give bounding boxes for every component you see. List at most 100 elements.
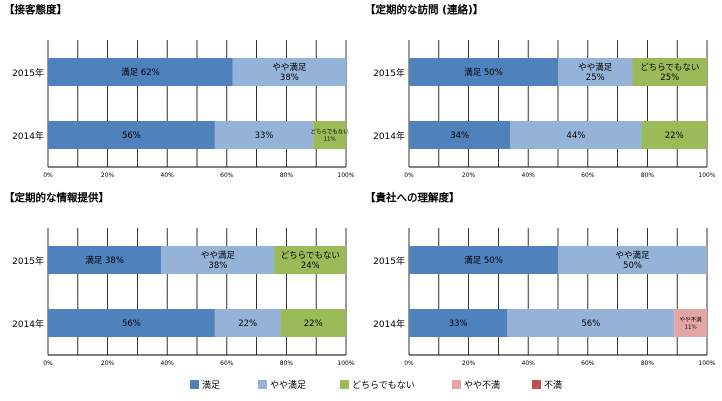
bar-segment xyxy=(510,121,642,149)
x-tick-label: 40% xyxy=(522,360,536,367)
legend-item-somewhat-dissatisfied: やや不満 xyxy=(452,380,500,392)
category-label: 2014年 xyxy=(12,130,44,142)
x-tick-label: 0% xyxy=(404,172,414,179)
legend-item-satisfied: 満足 xyxy=(190,380,220,392)
chart-title: 【接客態度】 xyxy=(4,4,67,16)
data-label: 満足 50% xyxy=(464,68,503,78)
legend-item-somewhat-satisfied: やや満足 xyxy=(258,380,306,392)
data-label: 56% xyxy=(581,319,600,329)
bar-segment xyxy=(48,58,233,86)
x-tick-label: 60% xyxy=(220,172,234,179)
x-tick-label: 40% xyxy=(161,360,175,367)
data-label: 満足 38% xyxy=(85,256,124,266)
chart-panel-customer-service: 【接客態度】 0% 20% 40% 60% 80% 100% 2015年 2014年 満足 62… xyxy=(0,0,361,190)
legend-item-dissatisfied: 不満 xyxy=(532,380,562,392)
legend-swatch xyxy=(340,380,349,389)
x-tick-label: 60% xyxy=(581,172,595,179)
bar-segment xyxy=(48,309,215,337)
data-label: 56% xyxy=(122,131,141,141)
legend-label: どちらでもない xyxy=(352,381,415,391)
bar-segment xyxy=(558,58,633,86)
x-tick-label: 40% xyxy=(522,172,536,179)
data-label: やや満足 xyxy=(578,63,613,73)
data-label: やや不満 xyxy=(680,315,703,323)
bar-segment xyxy=(632,58,707,86)
bar-segment xyxy=(409,309,508,337)
chart-title: 【定期的な情報提供】 xyxy=(4,192,109,204)
data-label: どちらでもない xyxy=(310,127,349,135)
data-label: 満足 50% xyxy=(464,256,503,266)
data-label: 11% xyxy=(684,324,696,330)
data-label: 44% xyxy=(566,131,585,141)
bar-segment xyxy=(274,246,346,274)
legend-label: 不満 xyxy=(544,381,563,391)
bar-segment xyxy=(48,121,215,149)
bar-segment xyxy=(161,246,275,274)
category-label: 2015年 xyxy=(373,255,405,267)
x-tick-label: 100% xyxy=(337,172,354,179)
data-label: 22% xyxy=(304,319,323,329)
data-label: 22% xyxy=(665,131,684,141)
chart-title: 【貴社への理解度】 xyxy=(365,192,460,204)
data-label: 25% xyxy=(660,73,679,83)
chart-svg: 0% 20% 40% 60% 80% 100% 2015年 2014年 満足 38% やや満足38… xyxy=(12,228,355,367)
x-tick-label: 20% xyxy=(101,172,115,179)
x-tick-label: 20% xyxy=(462,360,476,367)
category-label: 2015年 xyxy=(373,67,405,79)
data-label: 24% xyxy=(301,261,320,271)
bar-segment xyxy=(507,309,675,337)
x-tick-label: 100% xyxy=(337,360,354,367)
data-label: 満足 62% xyxy=(121,68,160,78)
bar-segment xyxy=(313,121,346,149)
x-tick-label: 60% xyxy=(581,360,595,367)
data-label: 11% xyxy=(323,136,335,142)
x-tick-label: 80% xyxy=(280,172,294,179)
x-tick-label: 100% xyxy=(698,360,715,367)
bar-segment xyxy=(214,121,314,149)
data-label: やや満足 xyxy=(272,63,307,73)
legend-swatch xyxy=(452,380,461,389)
data-label: 56% xyxy=(122,319,141,329)
data-label: どちらでもない xyxy=(281,251,340,261)
data-label: 22% xyxy=(238,319,257,329)
x-tick-label: 0% xyxy=(404,360,414,367)
legend-swatch xyxy=(532,380,541,389)
chart-legend: 満足 やや満足 どちらでもない やや不満 不満 xyxy=(0,376,722,396)
bar-segment xyxy=(409,121,511,149)
chart-svg: 0% 20% 40% 60% 80% 100% 2015年 2014年 満足 62% やや満足38… xyxy=(12,40,355,179)
x-tick-label: 60% xyxy=(220,360,234,367)
data-label: 25% xyxy=(586,73,605,83)
x-tick-label: 100% xyxy=(698,172,715,179)
data-label: やや満足 xyxy=(201,251,236,261)
bar-segment xyxy=(409,246,558,274)
data-label: 38% xyxy=(280,73,299,83)
category-label: 2015年 xyxy=(12,255,44,267)
chart-title: 【定期的な訪問 (連絡)】 xyxy=(365,4,484,16)
bar-segment xyxy=(232,58,346,86)
bar-segment xyxy=(641,121,707,149)
bar-segment xyxy=(409,58,558,86)
x-tick-label: 80% xyxy=(641,360,655,367)
legend-label: やや満足 xyxy=(270,381,307,391)
data-label: 34% xyxy=(450,131,469,141)
data-label: 50% xyxy=(623,261,642,271)
category-label: 2014年 xyxy=(373,130,405,142)
data-label: 38% xyxy=(208,261,227,271)
category-label: 2015年 xyxy=(12,67,44,79)
data-label: 33% xyxy=(449,319,468,329)
category-label: 2014年 xyxy=(12,318,44,330)
data-label: やや満足 xyxy=(615,251,650,261)
x-tick-label: 0% xyxy=(43,172,53,179)
chart-panel-understanding: 【貴社への理解度】 0% 20% 40% 60% 80% 100% 2015年 2014年 満足… xyxy=(361,188,722,378)
bar-segment xyxy=(558,246,707,274)
x-tick-label: 20% xyxy=(462,172,476,179)
data-label: どちらでもない xyxy=(640,63,699,73)
x-tick-label: 40% xyxy=(161,172,175,179)
bar-segment xyxy=(48,246,162,274)
chart-panel-regular-info: 【定期的な情報提供】 0% 20% 40% 60% 80% 100% 2015年 2014年 満… xyxy=(0,188,361,378)
x-tick-label: 80% xyxy=(280,360,294,367)
x-tick-label: 80% xyxy=(641,172,655,179)
legend-label: 満足 xyxy=(202,381,221,391)
chart-panel-regular-visits: 【定期的な訪問 (連絡)】 0% 20% 40% 60% 80% 100% 2015年 201… xyxy=(361,0,722,190)
